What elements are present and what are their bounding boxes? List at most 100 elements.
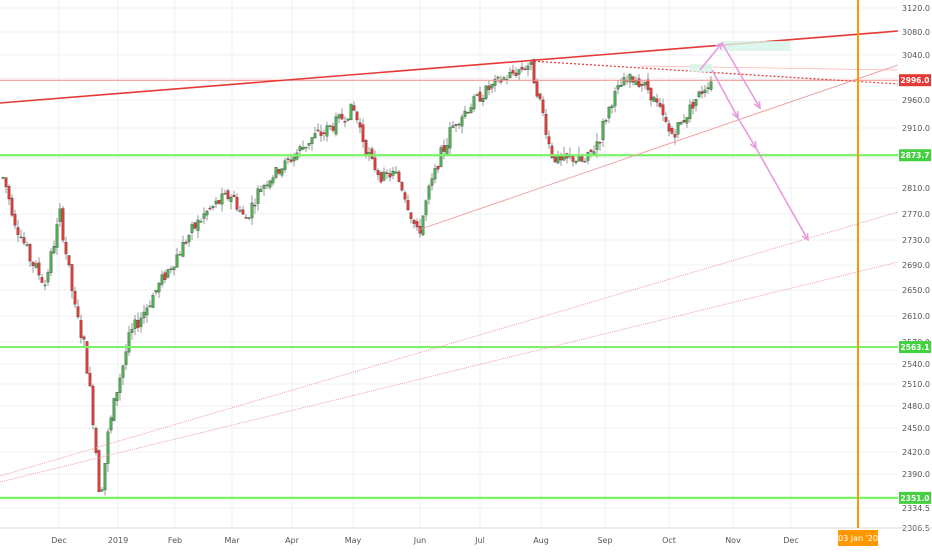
price-tag: [899, 149, 931, 162]
candle-body: [76, 306, 80, 318]
candle-body: [364, 140, 368, 156]
candle-body: [193, 222, 197, 229]
candle-body: [238, 210, 242, 212]
candle-body: [424, 200, 428, 216]
y-tick-label: 2334.5: [902, 504, 930, 513]
candle-body: [61, 208, 65, 241]
x-tick-label: Oct: [662, 536, 676, 545]
candle-body: [46, 272, 50, 283]
candle-body: [301, 147, 305, 150]
candle-body: [631, 76, 635, 83]
candle-body: [331, 125, 335, 131]
candle-body: [1, 177, 5, 179]
candle-body: [496, 76, 500, 79]
candle-body: [694, 98, 698, 106]
projection-arrow: [711, 69, 739, 119]
price-tag: [899, 341, 931, 354]
candle-body: [394, 171, 398, 174]
y-tick-label: 3080.0: [902, 28, 930, 37]
candle-body: [118, 377, 122, 393]
candle-body: [376, 170, 380, 175]
candle-body: [70, 264, 74, 291]
candle-body: [385, 172, 389, 174]
candle-body: [370, 148, 374, 159]
candle-body: [469, 107, 473, 114]
candle-body: [124, 351, 128, 365]
y-tick-label: 2690.0: [902, 261, 930, 270]
candle-body: [592, 151, 596, 155]
candle-body: [415, 221, 419, 228]
candle-body: [358, 122, 362, 128]
candle-body: [355, 111, 359, 121]
candle-body: [43, 284, 47, 287]
candle-body: [136, 320, 140, 328]
candle-body: [166, 269, 170, 278]
candle-body: [220, 193, 224, 205]
candle-body: [244, 217, 248, 219]
candle-body: [487, 85, 491, 91]
x-tick-label: May: [345, 536, 362, 545]
candle-body: [481, 98, 485, 103]
candle-body: [106, 431, 110, 464]
candle-body: [586, 152, 590, 161]
candle-body: [553, 156, 557, 163]
candle-body: [235, 196, 239, 210]
candle-body: [217, 200, 221, 204]
candle-body: [373, 157, 377, 170]
candle-body: [379, 172, 383, 183]
candle-body: [466, 112, 470, 114]
rising-trendline-2: [0, 211, 899, 477]
candle-body: [277, 169, 281, 174]
candle-body: [145, 307, 149, 316]
x-tick-label: Apr: [285, 536, 300, 545]
candle-body: [262, 185, 266, 189]
candle-body: [685, 117, 689, 124]
candle-body: [25, 244, 29, 246]
candle-body: [247, 217, 251, 219]
x-tick-label: Sep: [597, 536, 612, 545]
candle-body: [613, 91, 617, 107]
candle-body: [334, 116, 338, 135]
candle-body: [307, 143, 311, 146]
candle-body: [706, 87, 710, 89]
candle-body: [361, 124, 365, 142]
candle-body: [595, 141, 599, 150]
candle-body: [703, 89, 707, 94]
candle-body: [181, 242, 185, 257]
candle-body: [679, 121, 683, 125]
candle-body: [643, 82, 647, 86]
candle-body: [250, 202, 254, 219]
candle-body: [202, 213, 206, 219]
projection-arrow: [755, 147, 809, 241]
candle-body: [208, 207, 212, 210]
y-tick-label: 2480.0: [902, 402, 930, 411]
candle-body: [412, 219, 416, 224]
candle-body: [343, 121, 347, 123]
candle-body: [316, 129, 320, 132]
candle-body: [160, 274, 164, 285]
candle-body: [82, 336, 86, 340]
candle-body: [493, 79, 497, 86]
candle-body: [637, 78, 641, 88]
candle-body: [322, 132, 326, 135]
candle-body: [265, 184, 269, 187]
candle-body: [328, 125, 332, 127]
candle-body: [52, 245, 56, 254]
candle-body: [280, 168, 284, 176]
candle-body: [31, 261, 35, 266]
candle-body: [430, 178, 434, 186]
candle-body: [508, 71, 512, 79]
candle-body: [532, 59, 536, 84]
candle-body: [253, 204, 257, 207]
x-tick-label: Jul: [474, 536, 485, 545]
candle-body: [196, 219, 200, 231]
candle-body: [529, 61, 533, 65]
candle-body: [472, 96, 476, 110]
y-tick-label: 2910.0: [902, 124, 930, 133]
candle-body: [607, 106, 611, 119]
x-tick-label: Jun: [413, 536, 427, 545]
y-tick-label: 2810.0: [902, 184, 930, 193]
candle-body: [460, 116, 464, 127]
candle-body: [526, 65, 530, 70]
candle-body: [268, 180, 272, 188]
